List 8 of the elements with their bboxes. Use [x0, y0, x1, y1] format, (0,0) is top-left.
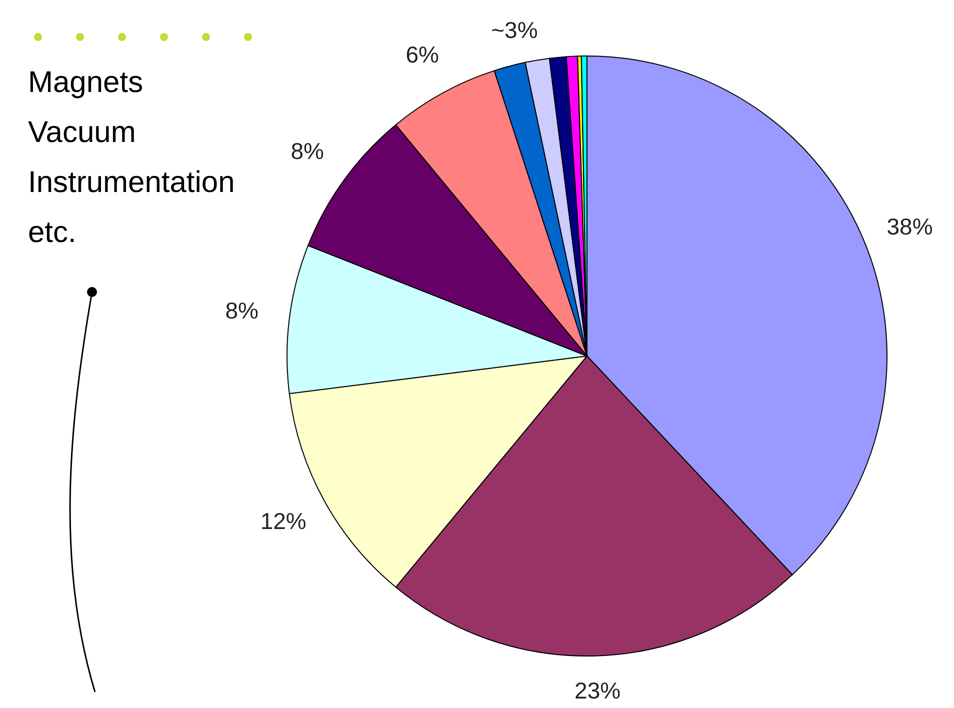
- text: ~3%: [491, 17, 538, 44]
- data-label: 23%: [574, 677, 621, 704]
- text: Magnets Vacuum Instrumentation etc.: [28, 66, 235, 249]
- data-label: 8%: [290, 138, 324, 164]
- data-label: 12%: [260, 508, 306, 534]
- data-label: 8%: [225, 297, 258, 324]
- data-label: 38%: [886, 213, 933, 240]
- data-label: 6%: [406, 42, 439, 68]
